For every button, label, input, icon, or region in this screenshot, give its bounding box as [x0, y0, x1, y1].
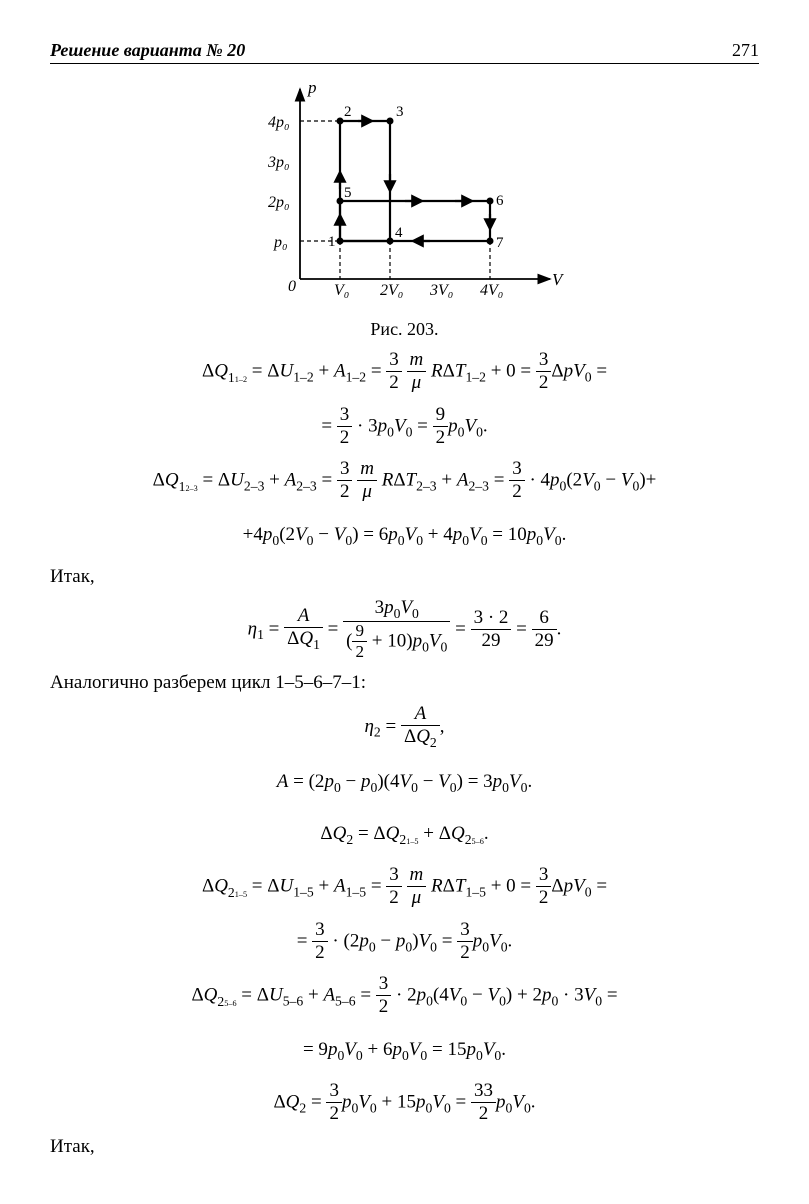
- svg-text:3p₀: 3p₀: [267, 154, 290, 171]
- svg-text:2V₀: 2V₀: [380, 282, 403, 299]
- svg-text:4p₀: 4p₀: [268, 114, 290, 131]
- eq-eta2-def: η2 = AΔQ2,: [50, 704, 759, 751]
- text-itak1: Итак,: [50, 566, 759, 588]
- svg-text:4V₀: 4V₀: [480, 282, 503, 299]
- svg-text:3V₀: 3V₀: [429, 282, 453, 299]
- text-analog: Аналогично разберем цикл 1–5–6–7–1:: [50, 672, 759, 694]
- svg-text:2: 2: [344, 104, 352, 120]
- svg-text:2p₀: 2p₀: [268, 194, 290, 211]
- eq-q23-line1: ΔQ12–3 = ΔU2–3 + A2–3 = 32 mμ RΔT2–3 + A…: [50, 459, 759, 504]
- eq-q23-line2: +4p0(2V0 − V0) = 6p0V0 + 4p0V0 = 10p0V0.: [50, 514, 759, 556]
- page-number: 271: [732, 40, 759, 61]
- svg-text:1: 1: [328, 234, 336, 250]
- svg-text:V₀: V₀: [334, 282, 349, 299]
- svg-text:0: 0: [288, 278, 296, 295]
- svg-text:4: 4: [395, 225, 403, 241]
- svg-text:p₀: p₀: [273, 234, 288, 251]
- svg-text:V: V: [552, 270, 565, 289]
- eq-dQ2-split: ΔQ2 = ΔQ21–5 + ΔQ25–6.: [50, 813, 759, 855]
- svg-text:7: 7: [496, 235, 504, 251]
- svg-text:p: p: [307, 79, 317, 97]
- eq-eta1: η1 = AΔQ1 = 3p0V0 (92 + 10)p0V0 = 3 · 22…: [50, 598, 759, 662]
- eq-q15-line1: ΔQ21–5 = ΔU1–5 + A1–5 = 32 mμ RΔT1–5 + 0…: [50, 865, 759, 910]
- svg-text:3: 3: [396, 104, 404, 120]
- eq-q12-line1: ΔQ11–2 = ΔU1–2 + A1–2 = 32 mμ RΔT1–2 + 0…: [50, 350, 759, 395]
- text-itak2: Итак,: [50, 1136, 759, 1158]
- eq-q56-line2: = 9p0V0 + 6p0V0 = 15p0V0.: [50, 1029, 759, 1071]
- svg-text:5: 5: [344, 185, 352, 201]
- svg-text:6: 6: [496, 193, 504, 209]
- eq-q12-line2: = 32 · 3p0V0 = 92p0V0.: [50, 405, 759, 450]
- eq-A2: A = (2p0 − p0)(4V0 − V0) = 3p0V0.: [50, 761, 759, 803]
- pv-diagram: p V 0 p₀ 2p₀ 3p₀ 4p₀ V₀ 2V₀ 3V₀ 4V₀ 1 2 …: [50, 79, 759, 309]
- page-header: Решение варианта № 20 271: [50, 40, 759, 64]
- eq-dQ2-sum: ΔQ2 = 32p0V0 + 15p0V0 = 332p0V0.: [50, 1081, 759, 1126]
- figure-caption: Рис. 203.: [50, 319, 759, 340]
- header-title: Решение варианта № 20: [50, 40, 245, 61]
- eq-q15-line2: = 32 · (2p0 − p0)V0 = 32p0V0.: [50, 920, 759, 965]
- eq-q56-line1: ΔQ25–6 = ΔU5–6 + A5–6 = 32 · 2p0(4V0 − V…: [50, 974, 759, 1019]
